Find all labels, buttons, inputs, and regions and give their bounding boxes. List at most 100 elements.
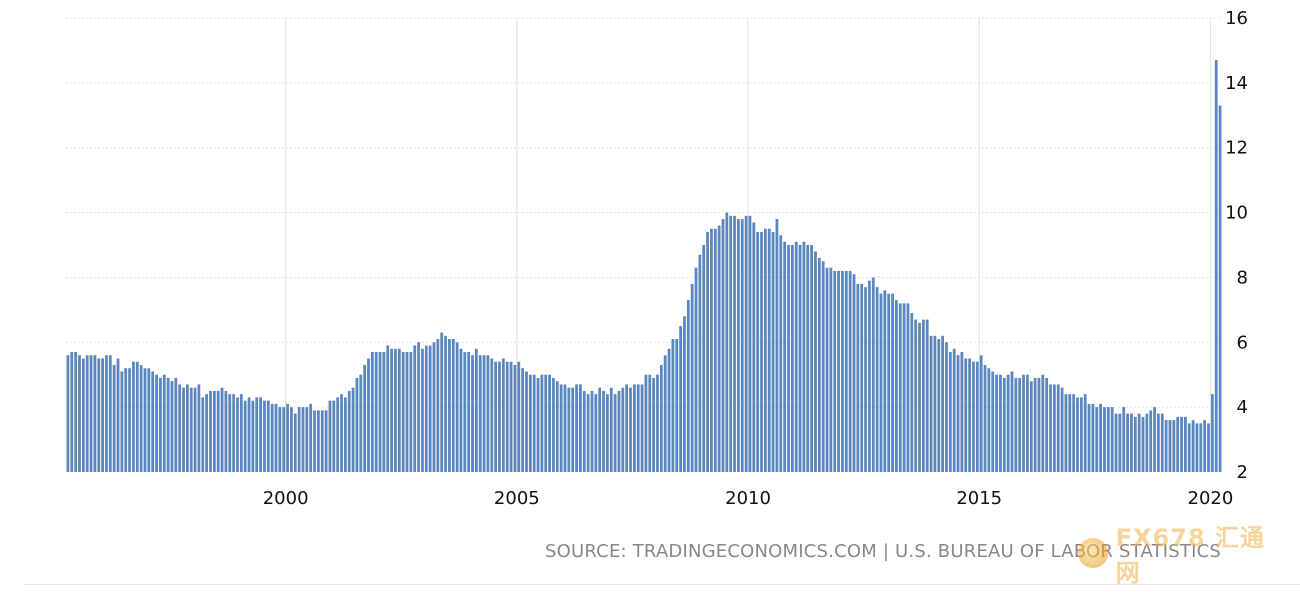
bar [1195, 423, 1199, 472]
bar [879, 293, 883, 472]
bar [239, 394, 243, 472]
bar [1060, 387, 1064, 472]
bar [1133, 416, 1137, 472]
bar [1153, 407, 1156, 472]
bar [270, 403, 274, 472]
bar [228, 394, 232, 472]
bar [975, 361, 979, 472]
bar [413, 345, 417, 472]
bar [370, 352, 374, 472]
bar [1199, 423, 1203, 472]
bar [197, 384, 201, 472]
chart-bottom-border [25, 584, 1300, 585]
bar [193, 387, 197, 472]
bar [1145, 413, 1149, 472]
bar [517, 361, 521, 472]
bar [1207, 423, 1210, 472]
bar [505, 361, 509, 472]
bar [725, 212, 729, 472]
bar [887, 293, 891, 472]
bar [297, 407, 301, 472]
bar [659, 364, 663, 472]
bar [108, 355, 112, 472]
bar [710, 228, 713, 472]
bar [733, 215, 736, 472]
bar [1110, 407, 1114, 472]
bar [1141, 416, 1145, 472]
bar [509, 361, 513, 472]
bar [883, 290, 887, 472]
x-tick-label: 2015 [956, 488, 1002, 509]
bar [378, 352, 382, 472]
bar [921, 319, 925, 472]
bar [405, 352, 409, 472]
bar [609, 387, 613, 472]
bar [987, 368, 991, 472]
bar [401, 352, 405, 472]
bar [147, 368, 151, 472]
bar [255, 397, 259, 472]
bar [1172, 420, 1176, 472]
bar [1091, 403, 1095, 472]
bar [174, 377, 178, 472]
bar [968, 358, 971, 472]
bar [559, 384, 563, 472]
bar [744, 215, 748, 472]
bar [579, 384, 582, 472]
bar [166, 377, 170, 472]
bar [1068, 394, 1072, 472]
bar [1114, 413, 1118, 472]
bar [135, 361, 139, 472]
watermark-text: FX678 汇通网 [1115, 524, 1266, 587]
bar [1180, 416, 1183, 472]
bar [972, 361, 975, 472]
bar [532, 374, 536, 472]
bar [690, 283, 694, 472]
bar [995, 374, 998, 472]
bar [501, 358, 505, 472]
bar [332, 400, 336, 472]
bar [1045, 377, 1049, 472]
bar [417, 342, 420, 472]
bar [1149, 410, 1153, 472]
bar [567, 387, 571, 472]
bar [632, 384, 636, 472]
bar [374, 352, 378, 472]
watermark-logo-icon [1078, 538, 1108, 568]
gridlines [66, 17, 1222, 472]
y-tick-label: 12 [1225, 138, 1248, 159]
bar [652, 377, 656, 472]
bar [625, 384, 629, 472]
bar [613, 394, 617, 472]
bar [763, 228, 767, 472]
bar [752, 222, 756, 472]
bar [1041, 374, 1045, 472]
bar [621, 387, 625, 472]
bar [251, 400, 255, 472]
bar [66, 355, 70, 472]
bar [891, 293, 894, 472]
bar [860, 283, 864, 472]
bar [748, 215, 752, 472]
bar [290, 407, 293, 472]
bar [1099, 403, 1102, 472]
y-tick-label: 2 [1237, 462, 1248, 483]
bar [424, 345, 428, 472]
bar [814, 251, 817, 472]
bar [991, 371, 995, 472]
bar [363, 364, 367, 472]
bar [409, 352, 413, 472]
bar [563, 384, 567, 472]
bar [864, 287, 867, 472]
bar [259, 397, 262, 472]
bar [794, 241, 798, 472]
bar [421, 348, 424, 472]
bar [829, 267, 833, 472]
bar [1203, 420, 1207, 472]
bar [656, 374, 659, 472]
bar [629, 387, 632, 472]
bar [1184, 416, 1187, 472]
bar [1064, 394, 1068, 472]
bar [1087, 403, 1091, 472]
bar [1191, 420, 1195, 472]
